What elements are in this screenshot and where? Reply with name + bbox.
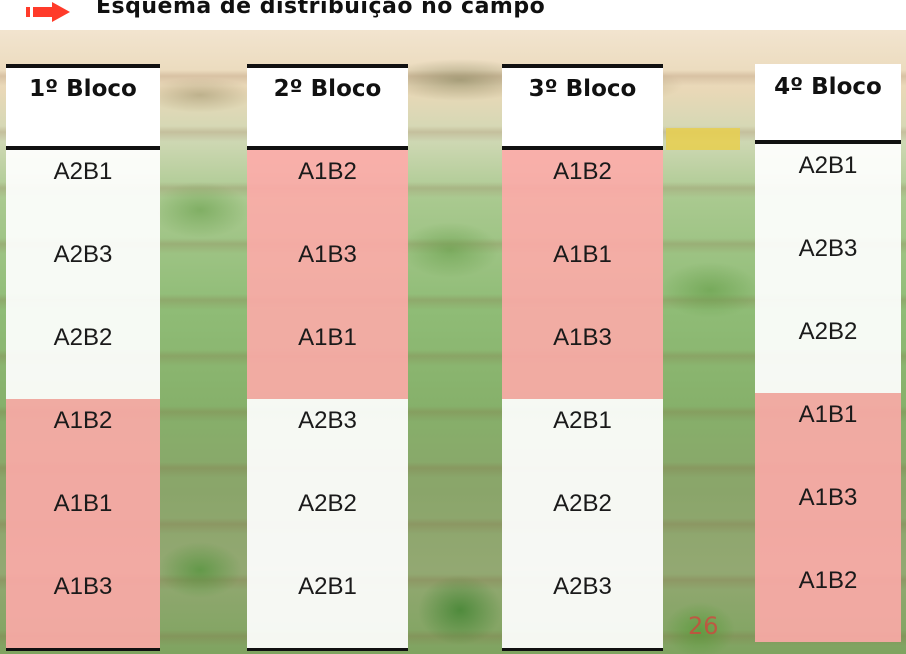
plot-label: A2B3 (553, 573, 612, 600)
photo-date-stamp: 26 (688, 612, 719, 640)
plot-cell: A2B1 (6, 150, 160, 233)
block-footer-rule (247, 648, 408, 651)
plot-label: A2B2 (798, 318, 858, 345)
block-cells: A1B2 A1B3 A1B1 A2B3 A2B2 A2B1 (247, 150, 408, 648)
plot-label: A2B3 (298, 407, 357, 434)
plot-cell: A2B2 (755, 310, 901, 393)
yellow-crate (666, 128, 740, 150)
title-bar: Esquema de distribuição no campo (0, 0, 906, 30)
plot-cell: A2B3 (755, 227, 901, 310)
block-header: 2º Bloco (247, 64, 408, 150)
plot-cell: A1B1 (6, 482, 160, 565)
block-column-3: 3º Bloco A1B2 A1B1 A1B3 A2B1 A2B2 A2B3 (502, 64, 663, 651)
plot-cell: A1B2 (502, 150, 663, 233)
plot-label: A2B2 (553, 490, 612, 517)
plot-label: A1B1 (53, 490, 113, 517)
plot-cell: A2B1 (247, 565, 408, 648)
plot-cell: A2B3 (6, 233, 160, 316)
plot-label: A2B1 (298, 573, 357, 600)
block-header: 1º Bloco (6, 64, 160, 150)
plot-label: A1B3 (298, 241, 357, 268)
plot-label: A1B2 (798, 567, 858, 594)
plot-label: A2B3 (798, 235, 858, 262)
plot-cell: A1B2 (755, 559, 901, 642)
block-footer-rule (502, 648, 663, 651)
block-column-4: 4º Bloco A2B1 A2B3 A2B2 A1B1 A1B3 A1B2 (755, 64, 901, 642)
block-footer-rule (6, 648, 160, 651)
page-title: Esquema de distribuição no campo (96, 0, 546, 19)
plot-cell: A1B3 (6, 565, 160, 648)
plot-cell: A1B3 (247, 233, 408, 316)
plot-cell: A1B3 (755, 476, 901, 559)
plot-label: A1B1 (298, 324, 357, 351)
plot-label: A1B1 (553, 241, 612, 268)
plot-label: A1B2 (298, 158, 357, 185)
plot-cell: A1B2 (6, 399, 160, 482)
plot-cell: A1B3 (502, 316, 663, 399)
plot-cell: A1B1 (755, 393, 901, 476)
plot-label: A2B3 (53, 241, 113, 268)
plot-label: A2B2 (298, 490, 357, 517)
plot-label: A1B2 (553, 158, 612, 185)
plot-cell: A2B1 (755, 144, 901, 227)
block-cells: A2B1 A2B3 A2B2 A1B1 A1B3 A1B2 (755, 144, 901, 642)
plot-label: A2B1 (553, 407, 612, 434)
plot-label: A2B1 (53, 158, 113, 185)
plot-label: A1B3 (798, 484, 858, 511)
block-label: 4º Bloco (774, 74, 882, 100)
block-cells: A1B2 A1B1 A1B3 A2B1 A2B2 A2B3 (502, 150, 663, 648)
plot-label: A2B2 (53, 324, 113, 351)
plot-cell: A1B1 (502, 233, 663, 316)
plot-cell: A2B1 (502, 399, 663, 482)
block-column-1: 1º Bloco A2B1 A2B3 A2B2 A1B2 A1B1 A1B3 (6, 64, 160, 651)
block-label: 3º Bloco (528, 76, 637, 102)
arrow-right-icon (26, 2, 70, 22)
plot-label: A1B2 (53, 407, 113, 434)
plot-label: A1B1 (798, 401, 858, 428)
plot-cell: A2B2 (6, 316, 160, 399)
block-column-2: 2º Bloco A1B2 A1B3 A1B1 A2B3 A2B2 A2B1 (247, 64, 408, 651)
block-header: 4º Bloco (755, 64, 901, 144)
block-label: 2º Bloco (273, 76, 382, 102)
plot-label: A2B1 (798, 152, 858, 179)
plot-cell: A1B1 (247, 316, 408, 399)
block-header: 3º Bloco (502, 64, 663, 150)
plot-label: A1B3 (53, 573, 113, 600)
plot-cell: A2B3 (247, 399, 408, 482)
plot-cell: A2B2 (247, 482, 408, 565)
plot-cell: A1B2 (247, 150, 408, 233)
block-cells: A2B1 A2B3 A2B2 A1B2 A1B1 A1B3 (6, 150, 160, 648)
plot-cell: A2B2 (502, 482, 663, 565)
block-label: 1º Bloco (29, 76, 137, 102)
plot-cell: A2B3 (502, 565, 663, 648)
plot-label: A1B3 (553, 324, 612, 351)
